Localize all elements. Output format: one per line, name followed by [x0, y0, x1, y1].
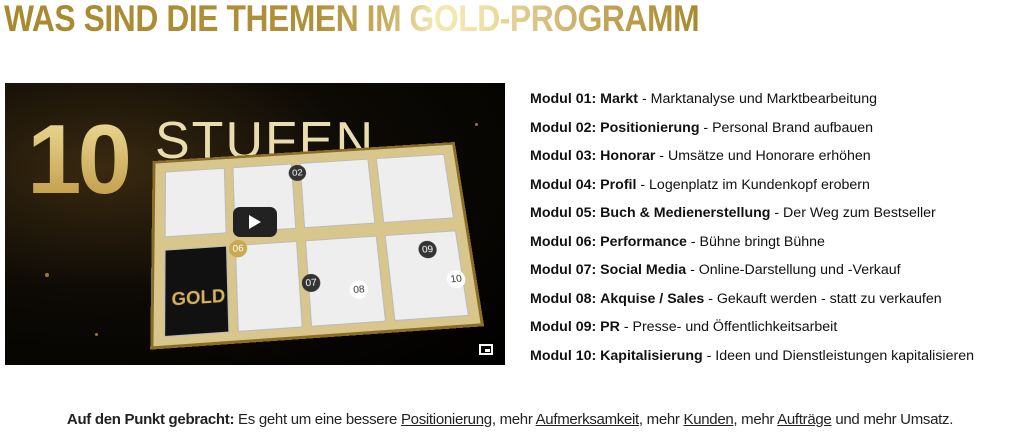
- module-item: Modul 04: Profil - Logenplatz im Kundenk…: [530, 176, 870, 193]
- module-item: Modul 07: Social Media - Online-Darstell…: [530, 262, 901, 278]
- module-item: Modul 09: PR - Presse- und Öffentlichkei…: [530, 319, 838, 335]
- link-auftraege[interactable]: Aufträge: [777, 411, 832, 428]
- module-item: Modul 03: Honorar - Umsätze und Honorare…: [530, 148, 871, 164]
- page-title: WAS SIND DIE THEMEN IM GOLD-PROGRAMM: [4, 0, 700, 39]
- video-big-number: 10: [27, 104, 132, 214]
- gold-label: GOLD: [171, 285, 226, 310]
- video-player[interactable]: 10 STUFEN GOLD 02 06 07 08 09 10: [5, 83, 505, 365]
- link-kunden[interactable]: Kunden: [683, 411, 734, 428]
- module-list: Modul 01: Markt - Marktanalyse und Markt…: [530, 91, 974, 376]
- module-board-image: GOLD 02 06 07 08 09 10: [153, 144, 481, 347]
- module-item: Modul 05: Buch & Medienerstellung - Der …: [530, 205, 936, 221]
- link-aufmerksamkeit[interactable]: Aufmerksamkeit: [535, 411, 640, 428]
- summary-lead: Auf den Punkt gebracht:: [66, 411, 235, 428]
- sparkle: [95, 333, 98, 336]
- module-item: Modul 08: Akquise / Sales - Gekauft werd…: [530, 290, 942, 307]
- summary-text: Auf den Punkt gebracht: Es geht um eine …: [66, 411, 954, 428]
- module-item: Modul 10: Kapitalisierung - Ideen und Di…: [530, 347, 974, 364]
- module-item: Modul 06: Performance - Bühne bringt Büh…: [530, 233, 825, 250]
- module-item: Modul 02: Positionierung - Personal Bran…: [530, 119, 874, 136]
- sparkle: [45, 273, 49, 277]
- sparkle: [475, 123, 478, 126]
- picture-in-picture-icon[interactable]: [479, 344, 493, 355]
- play-button[interactable]: [233, 207, 277, 237]
- link-positionierung[interactable]: Positionierung: [400, 411, 492, 428]
- module-item: Modul 01: Markt - Marktanalyse und Markt…: [530, 91, 877, 107]
